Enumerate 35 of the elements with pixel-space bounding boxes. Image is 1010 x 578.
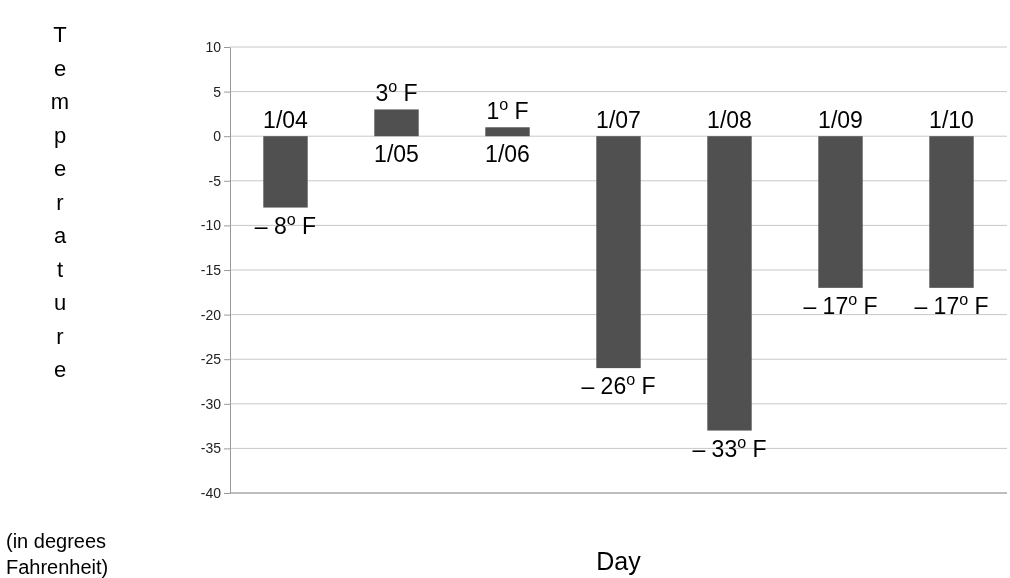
y-tick-label: -5 bbox=[208, 172, 222, 189]
text: Temperature bbox=[47, 22, 73, 391]
x-tick-label: 1/05 bbox=[374, 141, 419, 168]
y-tick-label: -40 bbox=[200, 484, 222, 501]
y-tick-label: 0 bbox=[213, 128, 222, 145]
data-label: – 8$^{o}$ F bbox=[254, 209, 317, 239]
bar bbox=[707, 136, 752, 431]
y-tick-label: -10 bbox=[200, 217, 222, 234]
y-tick-label: -30 bbox=[200, 395, 222, 412]
x-tick-label: 1/09 bbox=[818, 107, 863, 134]
x-tick-label: 1/06 bbox=[485, 141, 530, 168]
data-label: 1$^{o}$ F bbox=[486, 95, 529, 125]
bar bbox=[263, 136, 308, 208]
y-tick-label: 5 bbox=[213, 83, 222, 100]
x-tick-label: 1/08 bbox=[707, 107, 752, 134]
data-label: – 17$^{o}$ F bbox=[914, 289, 989, 319]
x-tick-label: 1/10 bbox=[929, 107, 974, 134]
bar bbox=[374, 109, 419, 137]
data-label: – 33$^{o}$ F bbox=[692, 432, 767, 462]
y-tick-label: -35 bbox=[200, 440, 222, 457]
x-axis-title: Day bbox=[596, 547, 642, 575]
y-tick-label: -20 bbox=[200, 306, 222, 323]
y-tick-label: -15 bbox=[200, 261, 222, 278]
bar bbox=[596, 136, 641, 369]
x-tick-label: 1/04 bbox=[263, 107, 309, 134]
bar bbox=[485, 127, 530, 137]
y-tick-label: 10 bbox=[205, 38, 222, 55]
text: (in degrees Fahrenheit) bbox=[6, 530, 109, 578]
data-label: 3$^{o}$ F bbox=[375, 77, 418, 107]
y-tick-label: -25 bbox=[200, 351, 222, 368]
x-tick-label: 1/07 bbox=[596, 107, 641, 134]
bar bbox=[818, 136, 863, 288]
data-label: – 26$^{o}$ F bbox=[581, 370, 656, 400]
data-label: – 17$^{o}$ F bbox=[803, 289, 878, 319]
bar bbox=[929, 136, 974, 288]
